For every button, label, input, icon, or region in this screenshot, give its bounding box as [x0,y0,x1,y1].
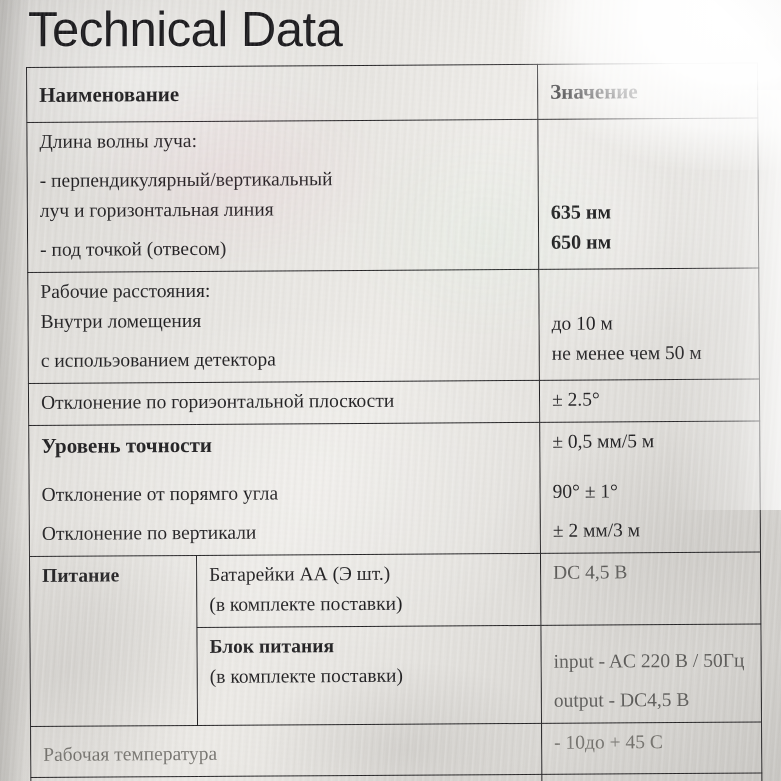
row-name-line: луч и горизонтальная линия [39,199,274,222]
table-row-power-batteries: Питание Батарейки АА (Э шт.) (в комплект… [29,552,761,727]
table-row: Уровень точности Отклонение от порямго у… [28,421,761,557]
row-name-line: - под точкой (отвесом) [40,238,227,261]
row-value-cell: г [541,773,763,781]
power-sub-desc-line: (в комплекте поставки) [209,665,404,688]
row-name-line: с испольэованием детектора [40,349,276,372]
page-title: Technical Data [28,3,343,57]
power-sub-value-cell: input - AC 220 В / 50Гц output - DC4,5 В [540,624,762,724]
power-sub-desc-line: Блок питания [209,636,335,658]
power-sub-desc-cell: Батарейки АА (Э шт.) (в комплекте постав… [196,553,541,628]
row-name-cell: Рабочая температура [30,723,542,778]
left-edge-shadow [0,0,30,781]
table-row: Отклонение по гориэонтальной плоскости ±… [28,379,760,426]
row-name-line: Внутри ломещения [40,310,202,333]
row-name-cell: Отклонение по гориэонтальной плоскости [28,380,540,426]
technical-data-table: Наименование Значение Длина волны луча: … [26,63,763,781]
row-name-cell: Рабочие расстояния: Внутри ломещения с и… [27,269,540,384]
row-name-line: Рабочие расстояния: [40,280,211,303]
power-sub-value-line: output - DC4,5 В [553,689,690,712]
power-sub-value-cell: DC 4,5 В [540,552,761,626]
row-value-line: ± 2 мм/3 м [552,520,641,542]
column-header-name: Наименование [26,64,538,123]
glare-highlight-right-edge [671,90,781,510]
row-name-line: Уровень точности [41,432,213,458]
row-value-cell: - 10до + 45 С [541,722,762,775]
row-name-line: Отклонение по вертикали [41,522,257,545]
table-row: Рабочие расстояния: Внутри ломещения с и… [27,268,760,384]
row-name-line: - перпендикулярный/вертикальный [39,169,333,192]
row-name-cell: Длина волны луча: - перпендикулярный/вер… [26,119,539,273]
table-row: Рабочая температура - 10до + 45 С [30,722,762,778]
power-section-label: Питание [29,555,198,727]
power-sub-value-line: input - AC 220 В / 50Гц [553,650,745,673]
power-sub-desc-line: (в комплекте поставки) [209,593,403,616]
power-sub-value-line: DC 4,5 В [553,562,628,584]
row-name-line: Отклонение по гориэонтальной плоскости [40,390,395,414]
row-name-line: Отклонение от порямго угла [41,483,279,506]
row-name-line: Длина волны луча: [39,130,198,153]
power-sub-desc-line: Батарейки АА (Э шт.) [209,563,391,586]
row-name-cell: Уровень точности Отклонение от порямго у… [28,422,541,557]
power-sub-desc-cell: Блок питания (в комплекте поставки) [196,625,542,726]
